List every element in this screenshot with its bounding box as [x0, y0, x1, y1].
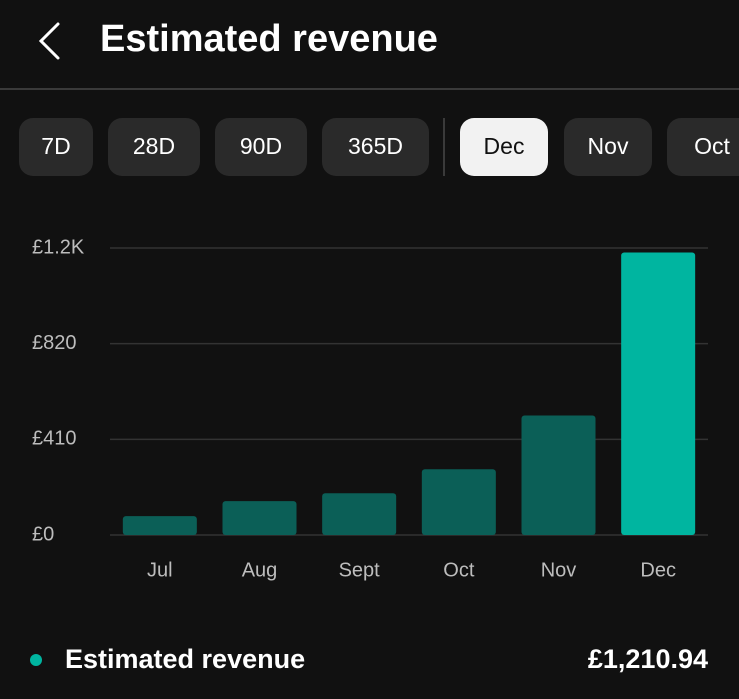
legend-dot [30, 654, 42, 666]
x-tick-label: Sept [339, 559, 381, 581]
summary-value: £1,210.94 [588, 644, 708, 674]
filter-label: 7D [41, 133, 70, 159]
bar [122, 516, 197, 535]
filter-label: Oct [694, 133, 730, 159]
x-tick-label: Oct [443, 559, 475, 581]
y-tick-label: £0 [32, 523, 54, 545]
filter-chip[interactable] [564, 118, 652, 176]
filter-label: 90D [240, 133, 282, 159]
x-tick-label: Nov [541, 559, 577, 581]
filter-chip[interactable] [322, 118, 429, 176]
filter-label: Dec [484, 133, 525, 159]
filter-label: 28D [133, 133, 175, 159]
bar [322, 493, 397, 535]
x-tick-label: Jul [147, 559, 173, 581]
y-tick-label: £1.2K [32, 236, 85, 258]
back-button[interactable] [38, 22, 60, 60]
filter-chip[interactable] [19, 118, 93, 176]
y-tick-label: £820 [32, 332, 77, 354]
filter-chip[interactable] [215, 118, 307, 176]
bar [421, 469, 496, 535]
filter-chip[interactable] [108, 118, 200, 176]
filter-chip[interactable] [460, 118, 548, 176]
y-tick-label: £410 [32, 428, 77, 450]
filter-label: Nov [588, 133, 629, 159]
summary-label: Estimated revenue [65, 644, 305, 674]
x-tick-label: Aug [242, 559, 278, 581]
filter-label: 365D [348, 133, 403, 159]
bar [521, 415, 596, 535]
bar [621, 252, 696, 535]
page-title: Estimated revenue [100, 18, 438, 60]
filter-chip[interactable] [667, 118, 739, 176]
x-tick-label: Dec [640, 559, 676, 581]
bar [222, 501, 297, 535]
